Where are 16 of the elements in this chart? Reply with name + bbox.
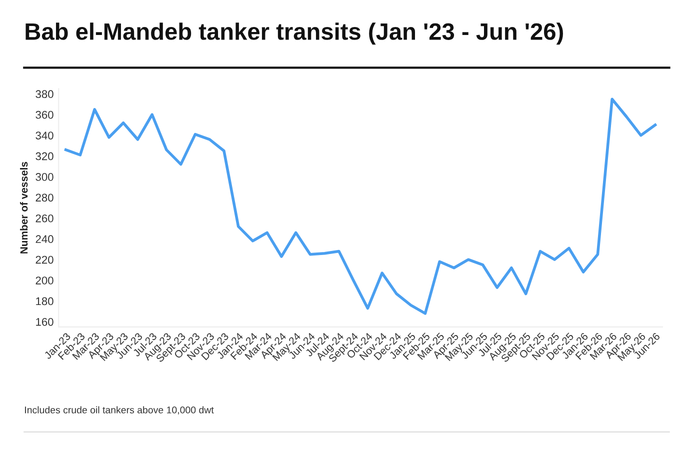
y-tick-label: 320 (36, 152, 54, 160)
text: Includes crude oil tankers above 10,000 dwt (25, 406, 214, 415)
y-tick-label: 280 (36, 194, 54, 202)
y-tick-label: 200 (36, 276, 54, 284)
y-tick-label: 300 (36, 173, 54, 181)
y-tick-label: 160 (36, 318, 54, 326)
y-tick-label: 240 (36, 235, 54, 244)
line-series (64, 98, 657, 315)
chart-title: Bab el-Mandeb tanker transits (Jan '23 - Jun '26) (26, 22, 563, 45)
y-tick-label: 180 (36, 297, 54, 306)
y-tick-label: 260 (36, 214, 54, 222)
y-tick-label: 380 (36, 90, 54, 98)
y-tick-label: 340 (36, 132, 54, 140)
y-tick-label: 220 (36, 256, 54, 264)
y-tick-label: 360 (36, 110, 54, 119)
y-axis-title: Number of vessels (20, 162, 28, 254)
